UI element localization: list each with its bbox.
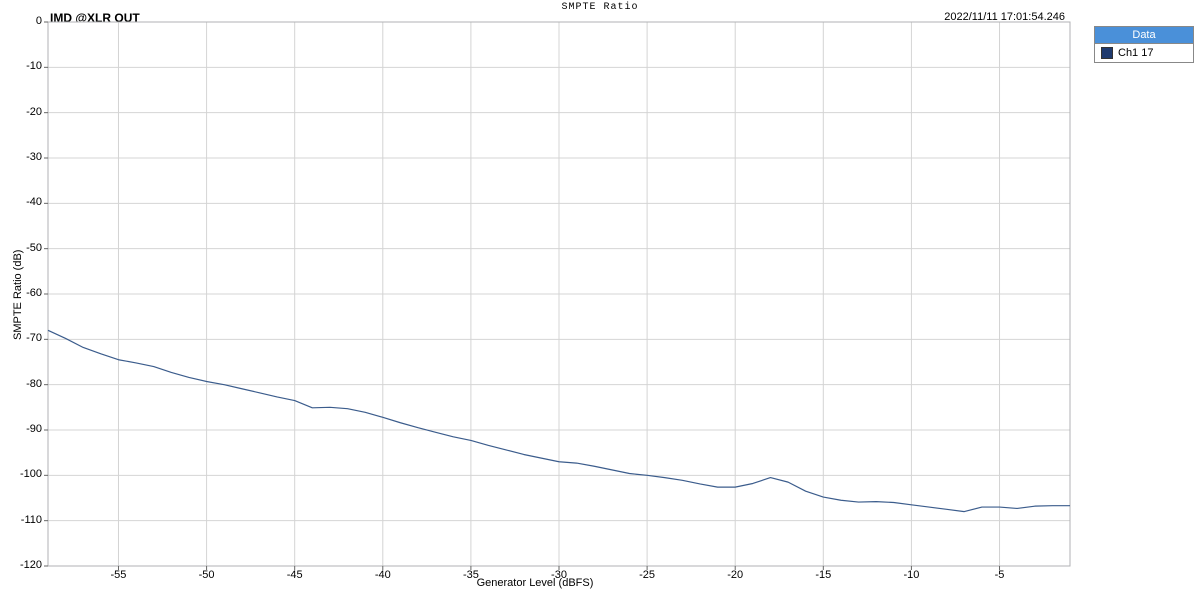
y-tick-label: -60 [26, 287, 42, 299]
x-tick-label: -35 [456, 569, 486, 581]
x-tick-label: -40 [368, 569, 398, 581]
x-tick-label: -20 [720, 569, 750, 581]
legend-header: Data [1095, 27, 1193, 44]
y-tick-label: -90 [26, 423, 42, 435]
y-tick-label: -70 [26, 332, 42, 344]
y-tick-label: -110 [21, 514, 42, 526]
x-tick-label: -30 [544, 569, 574, 581]
y-tick-label: -80 [26, 378, 42, 390]
y-tick-label: -10 [26, 60, 42, 72]
y-tick-label: -40 [26, 196, 42, 208]
x-tick-label: -25 [632, 569, 662, 581]
x-tick-label: -5 [985, 569, 1015, 581]
legend-label: Ch1 17 [1118, 47, 1153, 59]
y-axis-label: SMPTE Ratio (dB) [12, 250, 24, 340]
x-tick-label: -10 [896, 569, 926, 581]
legend-box: Data Ch1 17 [1094, 26, 1194, 63]
y-tick-label: -50 [26, 242, 42, 254]
legend-item: Ch1 17 [1095, 44, 1193, 62]
line-chart [0, 0, 1200, 592]
y-tick-label: -20 [26, 106, 42, 118]
y-tick-label: 0 [36, 15, 42, 27]
x-tick-label: -55 [103, 569, 133, 581]
x-tick-label: -15 [808, 569, 838, 581]
y-tick-label: -100 [20, 468, 42, 480]
y-tick-label: -30 [26, 151, 42, 163]
x-tick-label: -50 [192, 569, 222, 581]
x-tick-label: -45 [280, 569, 310, 581]
y-tick-label: -120 [20, 559, 42, 571]
legend-swatch [1101, 47, 1113, 59]
